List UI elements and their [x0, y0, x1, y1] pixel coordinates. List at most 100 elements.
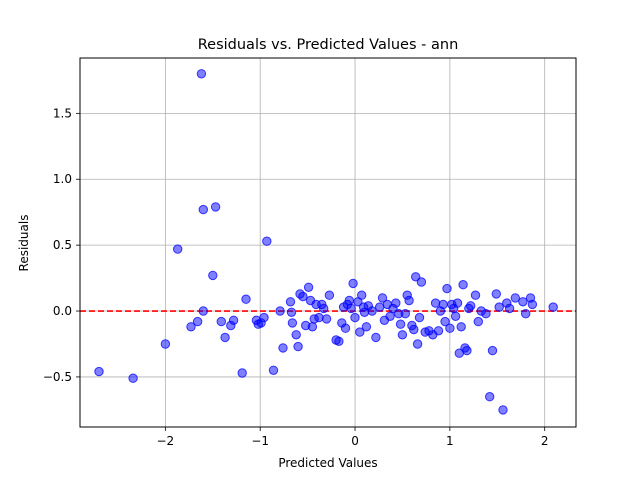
- data-point: [456, 322, 466, 332]
- data-point: [433, 326, 444, 336]
- data-point: [196, 69, 207, 79]
- data-point: [286, 307, 297, 317]
- data-point: [348, 278, 358, 289]
- data-point: [371, 332, 381, 343]
- data-point: [385, 311, 395, 321]
- data-point: [481, 309, 491, 319]
- data-point: [527, 299, 538, 310]
- data-point: [416, 277, 427, 287]
- data-point: [208, 270, 218, 281]
- data-point: [334, 336, 344, 346]
- data-point: [262, 236, 272, 246]
- data-point: [293, 341, 303, 352]
- data-point: [216, 316, 227, 327]
- data-point: [445, 323, 455, 333]
- data-point: [210, 202, 221, 212]
- data-point: [220, 332, 230, 343]
- data-point: [404, 295, 414, 306]
- y-tick-label: 1.0: [53, 172, 72, 186]
- x-tick-label: 2: [541, 434, 549, 448]
- data-point: [275, 306, 285, 316]
- data-point: [241, 294, 251, 304]
- data-point: [324, 290, 335, 300]
- data-point: [287, 318, 298, 328]
- y-axis-ticks: −0.5 0.0 0.5 1.0 1.5: [43, 106, 80, 384]
- data-point: [485, 392, 495, 402]
- data-point: [473, 316, 483, 327]
- data-point: [450, 311, 461, 321]
- data-point: [498, 405, 508, 415]
- data-point: [487, 345, 498, 356]
- data-point: [409, 324, 419, 335]
- data-point: [377, 293, 388, 303]
- y-tick-label: 0.0: [53, 304, 72, 318]
- data-point: [350, 312, 360, 323]
- data-point: [412, 339, 423, 349]
- data-point: [237, 368, 247, 378]
- data-point: [504, 303, 515, 314]
- data-point: [319, 303, 329, 314]
- data-point: [397, 330, 408, 340]
- data-point: [462, 345, 472, 356]
- data-point: [452, 298, 463, 308]
- data-point: [291, 330, 301, 340]
- data-point: [198, 306, 209, 316]
- data-point: [395, 319, 406, 329]
- x-tick-label: −1: [251, 434, 269, 448]
- data-point: [491, 289, 501, 299]
- data-point: [314, 312, 324, 323]
- data-point: [391, 298, 401, 308]
- data-point: [186, 322, 196, 332]
- y-tick-label: 0.5: [53, 238, 72, 252]
- data-point: [367, 306, 377, 316]
- data-point: [173, 244, 183, 254]
- data-point: [344, 295, 354, 306]
- data-point: [414, 312, 425, 323]
- data-point: [128, 373, 138, 383]
- data-point: [278, 343, 288, 353]
- data-point: [268, 365, 279, 375]
- data-point: [228, 315, 239, 325]
- x-axis-ticks: −2 −1 0 1 2: [157, 427, 549, 448]
- data-point: [303, 282, 314, 292]
- y-axis-label: Residuals: [17, 215, 31, 272]
- data-point: [510, 293, 520, 303]
- data-point: [346, 303, 356, 314]
- data-point: [307, 322, 318, 332]
- data-point: [438, 299, 448, 310]
- data-point: [357, 290, 367, 300]
- data-point: [458, 280, 468, 290]
- x-tick-label: −2: [157, 434, 175, 448]
- data-point: [361, 322, 372, 332]
- y-tick-label: −0.5: [43, 370, 72, 384]
- data-points: [94, 69, 558, 415]
- data-point: [440, 316, 450, 327]
- x-tick-label: 1: [446, 434, 454, 448]
- data-point: [160, 339, 171, 349]
- data-point: [355, 327, 365, 337]
- data-point: [430, 298, 441, 308]
- data-point: [466, 301, 476, 311]
- chart-title: Residuals vs. Predicted Values - ann: [198, 37, 459, 53]
- data-point: [442, 283, 452, 294]
- data-point: [470, 290, 481, 300]
- plot-area-frame: [79, 57, 577, 428]
- data-point: [400, 309, 410, 319]
- x-axis-label: Predicted Values: [278, 456, 377, 470]
- data-point: [285, 297, 296, 307]
- data-point: [321, 314, 332, 324]
- data-point: [548, 302, 558, 312]
- data-point: [259, 312, 269, 323]
- data-point: [198, 204, 209, 215]
- data-point: [494, 302, 504, 312]
- data-point: [192, 316, 203, 327]
- data-point: [521, 309, 531, 319]
- data-point: [411, 272, 421, 282]
- data-point: [298, 291, 308, 302]
- data-point: [94, 366, 104, 377]
- y-tick-label: 1.5: [53, 106, 72, 120]
- x-tick-label: 0: [351, 434, 359, 448]
- data-point: [518, 297, 528, 307]
